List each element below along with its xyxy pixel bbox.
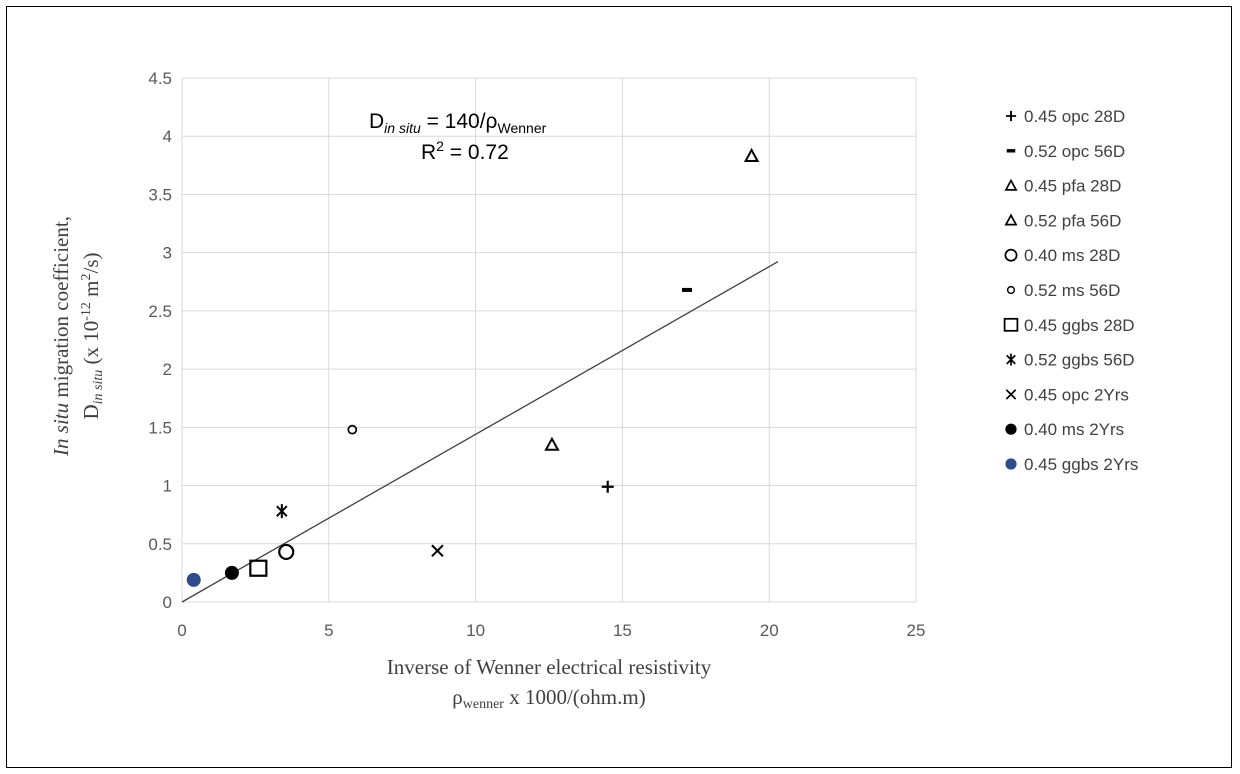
cross-mark xyxy=(1005,389,1017,400)
data-point xyxy=(276,504,288,519)
x-tick-label: 10 xyxy=(466,621,485,640)
triangle-mark xyxy=(1004,178,1018,191)
x-axis-title-line1: Inverse of Wenner electrical resistivity xyxy=(387,655,712,679)
legend-marker xyxy=(1005,110,1017,122)
triangle-mark xyxy=(1004,213,1018,226)
legend-label: 0.52 ggbs 56D xyxy=(1024,351,1135,370)
data-point xyxy=(278,543,295,561)
x-tick-label: 20 xyxy=(760,621,779,640)
triangle-mark xyxy=(544,436,560,451)
legend-marker xyxy=(1005,389,1017,400)
legend-label: 0.45 ggbs 28D xyxy=(1024,316,1135,335)
legend-item: 0.40 ms 28D xyxy=(1004,246,1120,265)
y-tick-label: 4 xyxy=(163,127,172,146)
legend-marker xyxy=(1006,149,1016,153)
legend-label: 0.40 ms 2Yrs xyxy=(1024,420,1124,439)
asterisk-mark xyxy=(1006,353,1016,366)
data-point xyxy=(743,147,760,163)
circle-mark xyxy=(278,543,295,561)
legend-item: 0.52 ggbs 56D xyxy=(1006,351,1135,370)
legend-label: 0.45 pfa 28D xyxy=(1024,177,1121,196)
chart-frame: 0 0.5 1 1.5 2 2.5 3 3.5 4 4.5 0 5 10 15 20 25 Din situ … xyxy=(6,6,1232,768)
dash-mark xyxy=(681,287,692,292)
y-tick-label: 4.5 xyxy=(148,69,172,88)
square-mark xyxy=(249,559,268,577)
data-points xyxy=(186,147,760,587)
y-tick-label: 0.5 xyxy=(148,535,172,554)
y-tick-label: 3 xyxy=(163,244,172,263)
circle-mark xyxy=(1005,458,1017,470)
legend-marker xyxy=(1003,317,1019,332)
circle-mark xyxy=(1006,285,1016,295)
data-point xyxy=(544,436,560,451)
legend-marker xyxy=(1004,178,1018,191)
scatter-chart: 0 0.5 1 1.5 2 2.5 3 3.5 4 4.5 0 5 10 15 20 25 Din situ … xyxy=(49,69,1138,712)
legend-marker xyxy=(1006,353,1016,366)
legend-marker xyxy=(1006,285,1016,295)
legend-item: 0.52 opc 56D xyxy=(1006,142,1125,161)
legend-label: 0.52 ms 56D xyxy=(1024,281,1120,300)
legend-label: 0.45 opc 28D xyxy=(1024,107,1125,126)
legend-label: 0.52 opc 56D xyxy=(1024,142,1125,161)
legend-label: 0.52 pfa 56D xyxy=(1024,211,1121,230)
circle-mark xyxy=(224,565,239,580)
circle-mark xyxy=(347,424,358,435)
legend-item: 0.52 ms 56D xyxy=(1006,281,1120,300)
legend-item: 0.52 pfa 56D xyxy=(1004,211,1121,230)
asterisk-mark xyxy=(276,504,288,519)
x-tick-label: 25 xyxy=(907,621,926,640)
data-point xyxy=(347,424,358,435)
y-axis-title: In situ migration coefficient, Din situ … xyxy=(49,216,106,457)
y-axis-title-line2: Din situ (x 10-12 m2/s) xyxy=(79,252,106,419)
data-point xyxy=(249,559,268,577)
y-axis-title-line1: In situ migration coefficient, xyxy=(49,216,73,457)
plus-mark xyxy=(1005,110,1017,122)
r-squared-annotation: R2 = 0.72 xyxy=(421,138,509,164)
plus-mark xyxy=(601,480,614,493)
legend-marker xyxy=(1005,423,1017,435)
dash-mark xyxy=(1006,149,1016,153)
square-mark xyxy=(1003,317,1019,332)
legend-item: 0.45 pfa 28D xyxy=(1004,177,1121,196)
legend-item: 0.40 ms 2Yrs xyxy=(1005,420,1124,439)
x-axis-title-line2: ρwenner x 1000/(ohm.m) xyxy=(452,685,645,712)
legend-item: 0.45 opc 28D xyxy=(1005,107,1125,126)
trendline xyxy=(181,261,779,603)
y-tick-label: 2.5 xyxy=(148,302,172,321)
data-point xyxy=(601,480,614,493)
data-point xyxy=(431,544,444,557)
tick-labels: 0 0.5 1 1.5 2 2.5 3 3.5 4 4.5 0 5 10 15 20 25 xyxy=(148,69,925,640)
cross-mark xyxy=(431,544,444,557)
legend: 0.45 opc 28D 0.52 opc 56D 0.45 pfa 28D 0.52… xyxy=(1003,107,1138,474)
legend-marker xyxy=(1005,458,1017,470)
data-point xyxy=(186,572,201,587)
data-point xyxy=(681,287,692,292)
legend-item: 0.45 ggbs 28D xyxy=(1003,316,1135,335)
y-tick-label: 3.5 xyxy=(148,185,172,204)
y-tick-label: 1 xyxy=(163,477,172,496)
legend-label: 0.45 opc 2Yrs xyxy=(1024,385,1129,404)
x-tick-label: 15 xyxy=(613,621,632,640)
legend-item: 0.45 ggbs 2Yrs xyxy=(1005,455,1138,474)
circle-mark xyxy=(1005,423,1017,435)
legend-label: 0.40 ms 28D xyxy=(1024,246,1120,265)
x-tick-label: 5 xyxy=(324,621,333,640)
legend-label: 0.45 ggbs 2Yrs xyxy=(1024,455,1138,474)
equation-annotation: Din situ = 140/ρWenner xyxy=(369,110,547,136)
circle-mark xyxy=(1004,248,1018,262)
triangle-mark xyxy=(743,147,760,163)
legend-marker xyxy=(1004,213,1018,226)
grid xyxy=(181,77,917,603)
legend-item: 0.45 opc 2Yrs xyxy=(1005,385,1129,404)
data-point xyxy=(224,565,239,580)
x-tick-label: 0 xyxy=(177,621,186,640)
circle-mark xyxy=(186,572,201,587)
legend-marker xyxy=(1004,248,1018,262)
y-tick-label: 0 xyxy=(163,593,172,612)
y-tick-label: 1.5 xyxy=(148,418,172,437)
y-tick-label: 2 xyxy=(163,360,172,379)
